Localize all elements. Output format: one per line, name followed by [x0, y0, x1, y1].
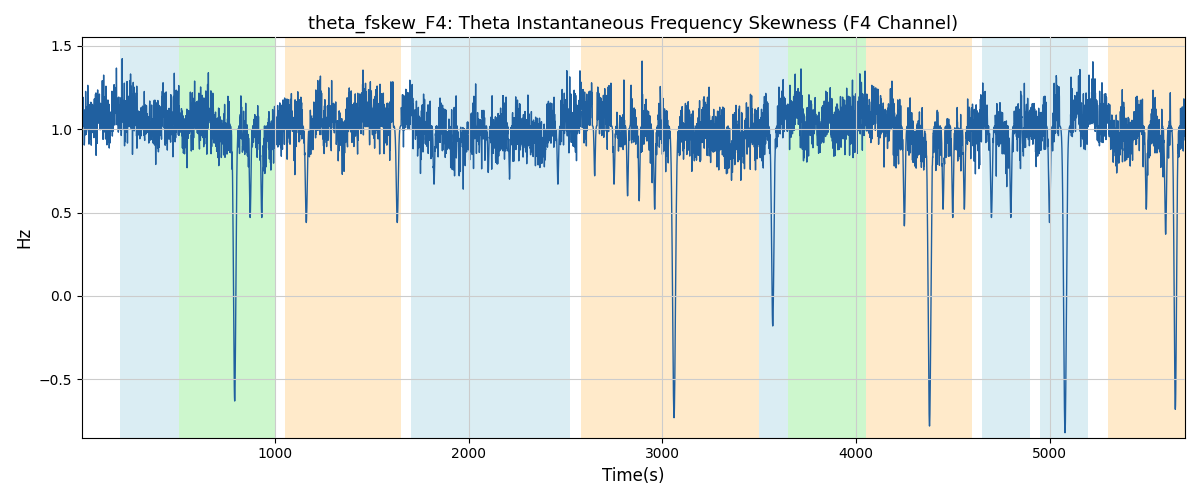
Title: theta_fskew_F4: Theta Instantaneous Frequency Skewness (F4 Channel): theta_fskew_F4: Theta Instantaneous Freq…: [308, 15, 959, 34]
Bar: [982, 38, 1030, 438]
Bar: [865, 38, 972, 438]
Bar: [581, 38, 760, 438]
Bar: [410, 38, 570, 438]
X-axis label: Time(s): Time(s): [602, 467, 665, 485]
Bar: [1108, 38, 1186, 438]
Bar: [1040, 38, 1088, 438]
Bar: [286, 38, 401, 438]
Bar: [760, 38, 788, 438]
Bar: [788, 38, 865, 438]
Bar: [120, 38, 179, 438]
Y-axis label: Hz: Hz: [14, 227, 34, 248]
Bar: [179, 38, 275, 438]
